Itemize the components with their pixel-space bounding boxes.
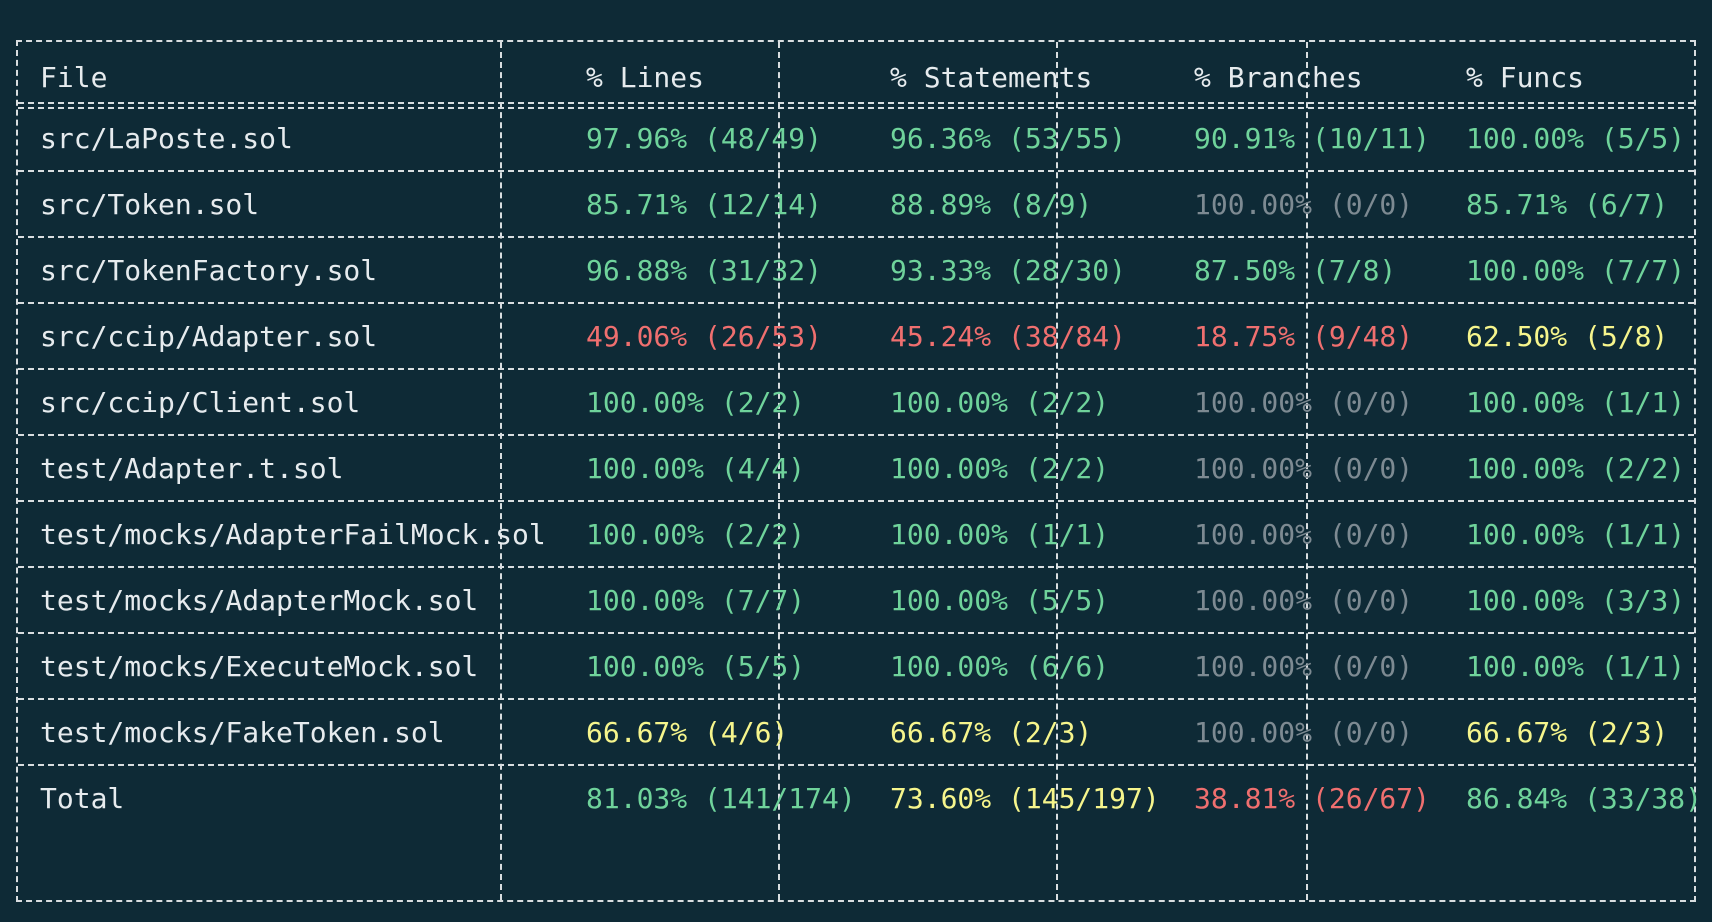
row-separator (18, 632, 1694, 634)
funcs-cell: 100.00% (1/1) (1466, 650, 1686, 683)
row-separator (18, 698, 1694, 700)
header-branches: % Branches (1194, 61, 1363, 94)
funcs-cell: 66.67% (2/3) (1466, 716, 1669, 749)
row-separator (18, 434, 1694, 436)
branches-cell: 100.00% (0/0) (1194, 188, 1414, 221)
lines-cell: 66.67% (4/6) (586, 716, 789, 749)
column-separator (500, 42, 502, 900)
column-separator (1056, 42, 1058, 900)
funcs-cell: 100.00% (1/1) (1466, 386, 1686, 419)
header-funcs: % Funcs (1466, 61, 1585, 94)
branches-cell: 100.00% (0/0) (1194, 452, 1414, 485)
funcs-cell: 86.84% (33/38) (1466, 782, 1703, 815)
row-separator (18, 764, 1694, 766)
branches-cell: 100.00% (0/0) (1194, 584, 1414, 617)
statements-cell: 100.00% (2/2) (890, 452, 1110, 485)
row-separator (18, 566, 1694, 568)
header-statements: % Statements (890, 61, 1093, 94)
lines-cell: 97.96% (48/49) (586, 122, 823, 155)
file-cell: src/TokenFactory.sol (40, 254, 378, 287)
lines-cell: 100.00% (7/7) (586, 584, 806, 617)
statements-cell: 96.36% (53/55) (890, 122, 1127, 155)
lines-cell: 96.88% (31/32) (586, 254, 823, 287)
statements-cell: 88.89% (8/9) (890, 188, 1093, 221)
row-separator (18, 368, 1694, 370)
statements-cell: 100.00% (6/6) (890, 650, 1110, 683)
branches-cell: 100.00% (0/0) (1194, 716, 1414, 749)
branches-cell: 38.81% (26/67) (1194, 782, 1431, 815)
table-header: File % Lines % Statements % Branches % F… (18, 42, 1694, 114)
table-row: test/mocks/AdapterFailMock.sol 100.00% (2… (18, 499, 1694, 571)
row-separator (18, 302, 1694, 304)
funcs-cell: 100.00% (7/7) (1466, 254, 1686, 287)
table-row: src/Token.sol 85.71% (12/14) 88.89% (8/9) 1… (18, 169, 1694, 241)
funcs-cell: 85.71% (6/7) (1466, 188, 1669, 221)
table-row: test/mocks/FakeToken.sol 66.67% (4/6) 66.6… (18, 697, 1694, 769)
row-separator (18, 170, 1694, 172)
table-row: src/ccip/Adapter.sol 49.06% (26/53) 45.24%… (18, 301, 1694, 373)
lines-cell: 100.00% (2/2) (586, 386, 806, 419)
funcs-cell: 100.00% (5/5) (1466, 122, 1686, 155)
funcs-cell: 100.00% (3/3) (1466, 584, 1686, 617)
lines-cell: 49.06% (26/53) (586, 320, 823, 353)
total-row: Total 81.03% (141/174) 73.60% (145/197) 38.… (18, 763, 1702, 835)
funcs-cell: 100.00% (1/1) (1466, 518, 1686, 551)
header-lines: % Lines (586, 61, 705, 94)
file-cell: Total (40, 782, 125, 815)
branches-cell: 18.75% (9/48) (1194, 320, 1414, 353)
table-row: test/mocks/AdapterMock.sol 100.00% (7/7) 1… (18, 565, 1694, 637)
file-cell: test/mocks/AdapterMock.sol (40, 584, 479, 617)
funcs-cell: 100.00% (2/2) (1466, 452, 1686, 485)
column-separator (778, 42, 780, 900)
statements-cell: 100.00% (1/1) (890, 518, 1110, 551)
statements-cell: 66.67% (2/3) (890, 716, 1093, 749)
lines-cell: 85.71% (12/14) (586, 188, 823, 221)
header-separator (18, 102, 1694, 109)
file-cell: src/ccip/Adapter.sol (40, 320, 378, 353)
table-row: src/LaPoste.sol 97.96% (48/49) 96.36% (53/… (18, 103, 1694, 175)
file-cell: test/mocks/ExecuteMock.sol (40, 650, 479, 683)
row-separator (18, 236, 1694, 238)
branches-cell: 90.91% (10/11) (1194, 122, 1431, 155)
file-cell: test/mocks/AdapterFailMock.sol (40, 518, 546, 551)
funcs-cell: 62.50% (5/8) (1466, 320, 1669, 353)
statements-cell: 100.00% (5/5) (890, 584, 1110, 617)
branches-cell: 87.50% (7/8) (1194, 254, 1397, 287)
column-separator (1306, 42, 1308, 900)
lines-cell: 100.00% (2/2) (586, 518, 806, 551)
file-cell: src/LaPoste.sol (40, 122, 293, 155)
file-cell: test/Adapter.t.sol (40, 452, 344, 485)
file-cell: src/ccip/Client.sol (40, 386, 361, 419)
statements-cell: 100.00% (2/2) (890, 386, 1110, 419)
file-cell: src/Token.sol (40, 188, 260, 221)
statements-cell: 93.33% (28/30) (890, 254, 1127, 287)
row-separator (18, 500, 1694, 502)
statements-cell: 45.24% (38/84) (890, 320, 1127, 353)
table-row: src/ccip/Client.sol 100.00% (2/2) 100.00% … (18, 367, 1694, 439)
table-row: test/mocks/ExecuteMock.sol 100.00% (5/5) 1… (18, 631, 1694, 703)
branches-cell: 100.00% (0/0) (1194, 650, 1414, 683)
header-file: File (40, 61, 108, 94)
file-cell: test/mocks/FakeToken.sol (40, 716, 445, 749)
branches-cell: 100.00% (0/0) (1194, 386, 1414, 419)
statements-cell: 73.60% (145/197) (890, 782, 1160, 815)
lines-cell: 100.00% (4/4) (586, 452, 806, 485)
coverage-table: File % Lines % Statements % Branches % F… (16, 40, 1702, 902)
table-row: src/TokenFactory.sol 96.88% (31/32) 93.33%… (18, 235, 1694, 307)
table-row: test/Adapter.t.sol 100.00% (4/4) 100.00% (… (18, 433, 1694, 505)
lines-cell: 100.00% (5/5) (586, 650, 806, 683)
lines-cell: 81.03% (141/174) (586, 782, 856, 815)
branches-cell: 100.00% (0/0) (1194, 518, 1414, 551)
